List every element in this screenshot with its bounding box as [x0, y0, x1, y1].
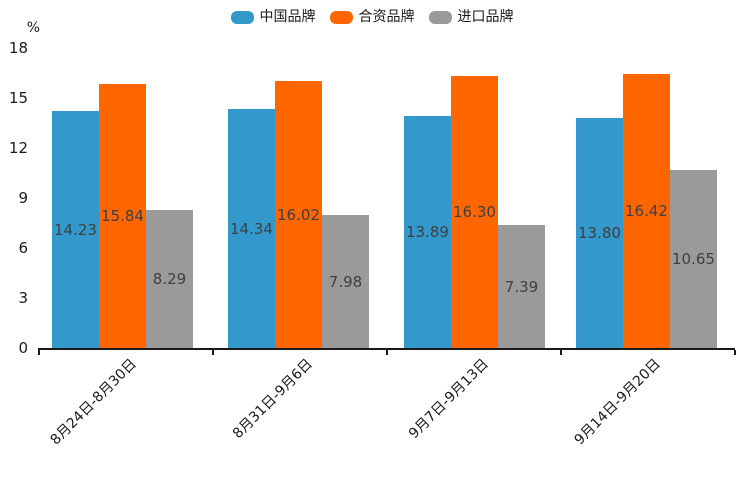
bar-series0-group1: 14.34 — [228, 109, 275, 348]
legend-marker-joint-venture-brands-icon — [329, 10, 353, 24]
y-tick-label-9: 9 — [18, 189, 28, 207]
bar-series1-group3: 16.42 — [623, 74, 670, 348]
x-axis-line — [38, 348, 735, 350]
x-tick-mark-0 — [38, 350, 40, 355]
legend-marker-china-brands-icon — [230, 10, 254, 24]
bar-value-label: 14.34 — [230, 219, 273, 238]
bar-series0-group3: 13.80 — [576, 118, 623, 348]
legend-label-import-brands: 进口品牌 — [457, 9, 514, 25]
x-tick-mark-4 — [734, 350, 736, 355]
bar-series2-group0: 8.29 — [146, 210, 193, 348]
x-axis-category-label-3: 9月14日-9月20日 — [571, 356, 664, 449]
y-axis-unit-label: % — [26, 20, 40, 36]
y-tick-label-12: 12 — [8, 139, 28, 157]
y-tick-label-6: 6 — [18, 239, 28, 257]
legend-item-import-brands[interactable]: 进口品牌 — [428, 9, 514, 25]
bar-series0-group2: 13.89 — [404, 116, 451, 348]
bar-series2-group1: 7.98 — [322, 215, 369, 348]
bar-value-label: 16.42 — [625, 202, 668, 220]
bar-value-label: 14.23 — [54, 220, 97, 239]
bar-series2-group2: 7.39 — [498, 225, 545, 348]
y-tick-label-3: 3 — [18, 289, 28, 307]
legend-label-joint-venture-brands: 合资品牌 — [358, 9, 415, 25]
bar-series2-group3: 10.65 — [670, 170, 717, 348]
bar-series1-group2: 16.30 — [451, 76, 498, 348]
x-axis-category-label-2: 9月7日-9月13日 — [405, 356, 492, 442]
bar-value-label: 15.84 — [101, 207, 144, 225]
x-axis-category-label-1: 8月31日-9月6日 — [229, 356, 316, 442]
bar-value-label: 13.89 — [406, 223, 449, 241]
bar-series1-group1: 16.02 — [275, 81, 322, 348]
y-tick-label-18: 18 — [8, 39, 28, 57]
legend-marker-import-brands-icon — [428, 10, 452, 24]
x-tick-mark-2 — [386, 350, 388, 355]
legend: 中国品牌 合资品牌 进口品牌 — [0, 9, 744, 25]
x-tick-mark-1 — [212, 350, 214, 355]
bar-value-label: 10.65 — [672, 250, 715, 268]
bar-value-label: 13.80 — [578, 224, 621, 242]
bar-value-label: 16.02 — [277, 205, 320, 224]
bar-value-label: 7.98 — [328, 272, 363, 291]
y-tick-label-0: 0 — [18, 339, 28, 357]
legend-item-china-brands[interactable]: 中国品牌 — [230, 9, 316, 25]
bar-value-label: 16.30 — [453, 203, 496, 221]
x-tick-mark-3 — [560, 350, 562, 355]
bar-series0-group0: 14.23 — [52, 111, 99, 348]
bar-series1-group0: 15.84 — [99, 84, 146, 348]
bar-value-label: 7.39 — [504, 277, 539, 296]
legend-label-china-brands: 中国品牌 — [259, 9, 316, 25]
x-axis-category-label-0: 8月24日-8月30日 — [47, 356, 140, 449]
bar-value-label: 8.29 — [152, 270, 187, 288]
y-tick-label-15: 15 — [8, 89, 28, 107]
legend-item-joint-venture-brands[interactable]: 合资品牌 — [329, 9, 415, 25]
